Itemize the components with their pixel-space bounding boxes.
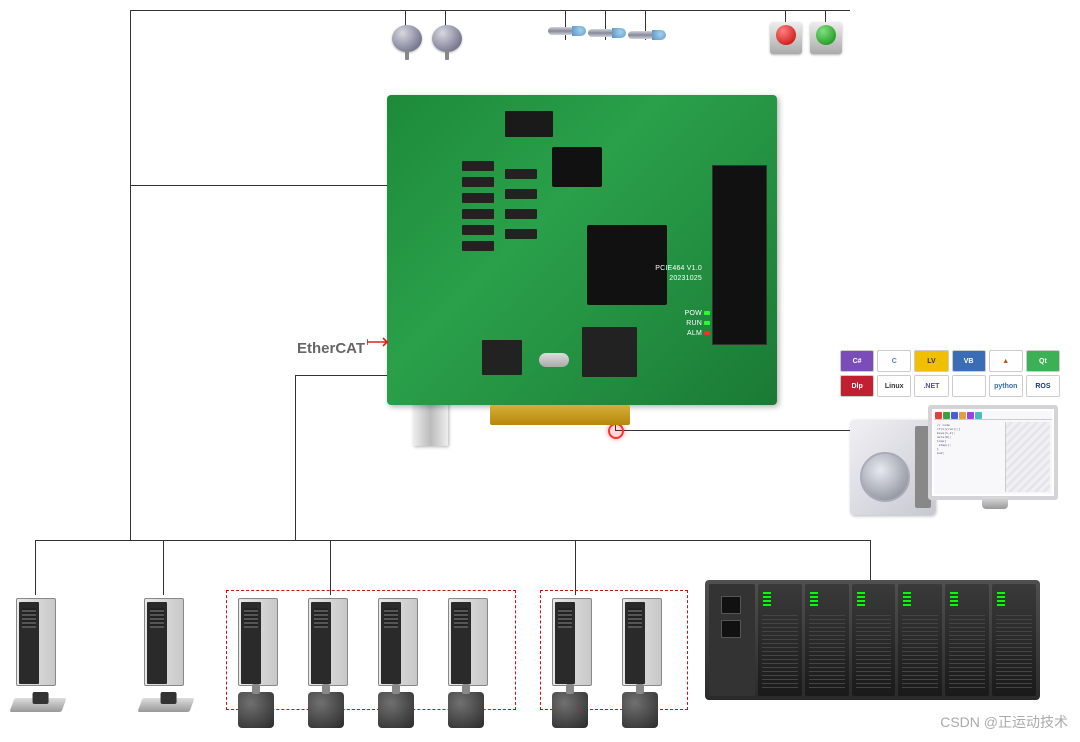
software-tile: Linux [877,375,911,397]
io-module-icon [852,584,896,696]
motor-icon [552,692,588,728]
connect-marker [608,423,624,439]
linear-actuator-icon [137,698,194,712]
pcie-card: PCIE464 V1.0 20231025 POW RUN ALM [387,95,777,405]
line [330,540,331,595]
servo-drive-icon [16,598,56,686]
software-tile: ROS [1026,375,1060,397]
software-tile [952,375,986,397]
stop-button-icon [770,22,802,54]
watermark-text: CSDN @正运动技术 [940,712,1068,732]
io-module-icon [992,584,1036,696]
line [130,185,420,186]
line [575,540,576,595]
line [35,540,870,541]
motor-icon [448,692,484,728]
software-tile: C# [840,350,874,372]
pcie-edge-finger [490,405,630,425]
proximity-sensor-icon [588,24,628,48]
servo-drive-icon [552,598,592,686]
io-module-icon [898,584,942,696]
proximity-sensor-icon [628,26,668,50]
linear-actuator-icon [9,698,66,712]
servo-drive-icon [622,598,662,686]
software-tile: LV [914,350,948,372]
line [163,540,164,595]
io-module-icon [805,584,849,696]
servo-drive-icon [144,598,184,686]
monitor-icon: // codeif(x){run();}move(1,2);axis(0);lo… [928,405,1058,500]
io-module-icon [945,584,989,696]
software-tile: Dlp [840,375,874,397]
line [130,10,131,540]
line [35,540,36,595]
motor-icon [378,692,414,728]
line [870,540,871,580]
line [130,10,850,11]
servo-drive-icon [238,598,278,686]
line [615,430,850,431]
io-module-icon [758,584,802,696]
io-module-rack [705,580,1040,700]
servo-drive-icon [448,598,488,686]
software-tile: python [989,375,1023,397]
software-grid: C#CLVVB▲Qt DlpLinux.NET pythonROS [840,350,1060,397]
servo-drive-icon [308,598,348,686]
software-tile: C [877,350,911,372]
motor-icon [308,692,344,728]
servo-drive-icon [378,598,418,686]
silk-model: PCIE464 V1.0 [655,265,702,272]
proximity-sensor-icon [548,22,588,46]
start-button-icon [810,22,842,54]
software-tile: ▲ [989,350,1023,372]
io-rack-head [709,584,755,696]
disc-sensor-icon [432,25,462,52]
line [295,375,296,540]
motor-icon [622,692,658,728]
ethercat-text: EtherCAT [297,340,365,357]
ethercat-label: EtherCAT [297,340,393,357]
motor-icon [238,692,274,728]
silk-date: 20231025 [669,275,702,282]
ethercat-arrow-icon [367,334,393,344]
software-tile: Qt [1026,350,1060,372]
disc-sensor-icon [392,25,422,52]
software-tile: .NET [914,375,948,397]
software-tile: VB [952,350,986,372]
industrial-pc-icon [850,420,935,515]
